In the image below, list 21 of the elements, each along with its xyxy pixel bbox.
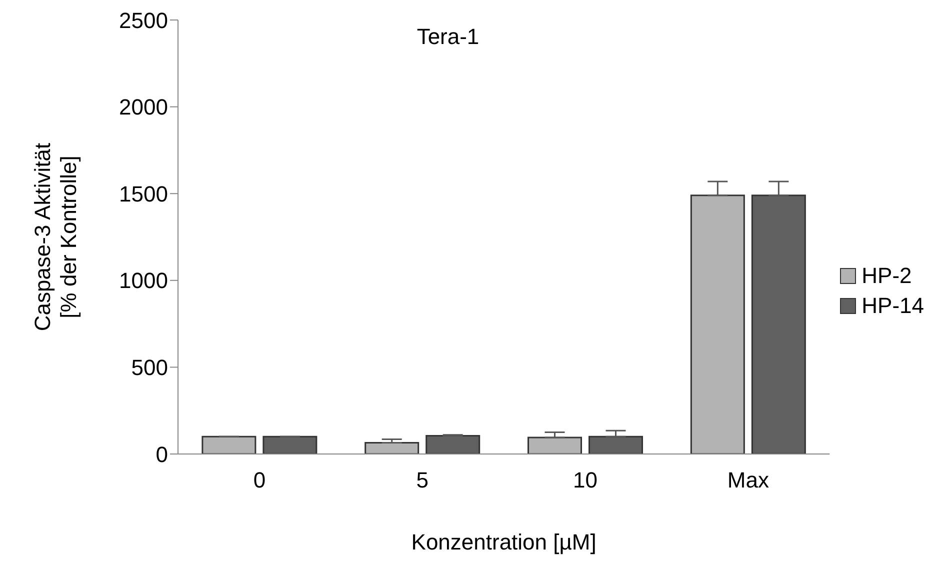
- x-tick-label: 5: [416, 468, 428, 493]
- legend-label: HP-14: [862, 293, 924, 319]
- bar: [202, 436, 256, 454]
- y-tick-label: 500: [131, 355, 168, 380]
- bar: [690, 194, 745, 454]
- x-tick-label: 10: [573, 468, 598, 493]
- x-tick-label: 0: [253, 468, 266, 493]
- chart-title: Tera-1: [416, 24, 480, 50]
- y-axis-title: Caspase-3 Aktivität [% der Kontrolle]: [30, 142, 81, 332]
- x-tick-label: Max: [727, 468, 769, 493]
- bar: [528, 436, 582, 454]
- y-tick-label: 2000: [119, 94, 168, 120]
- bar: [364, 442, 420, 454]
- y-tick-label: 2500: [119, 8, 168, 33]
- y-tick-label: 1000: [119, 268, 168, 294]
- y-tick-label: 1500: [119, 181, 168, 206]
- legend-label: HP-2: [862, 263, 912, 289]
- y-tick-label: 0: [156, 442, 168, 467]
- bar: [262, 436, 318, 454]
- x-axis-title: Konzentration [µM]: [411, 530, 596, 555]
- bar: [426, 435, 480, 454]
